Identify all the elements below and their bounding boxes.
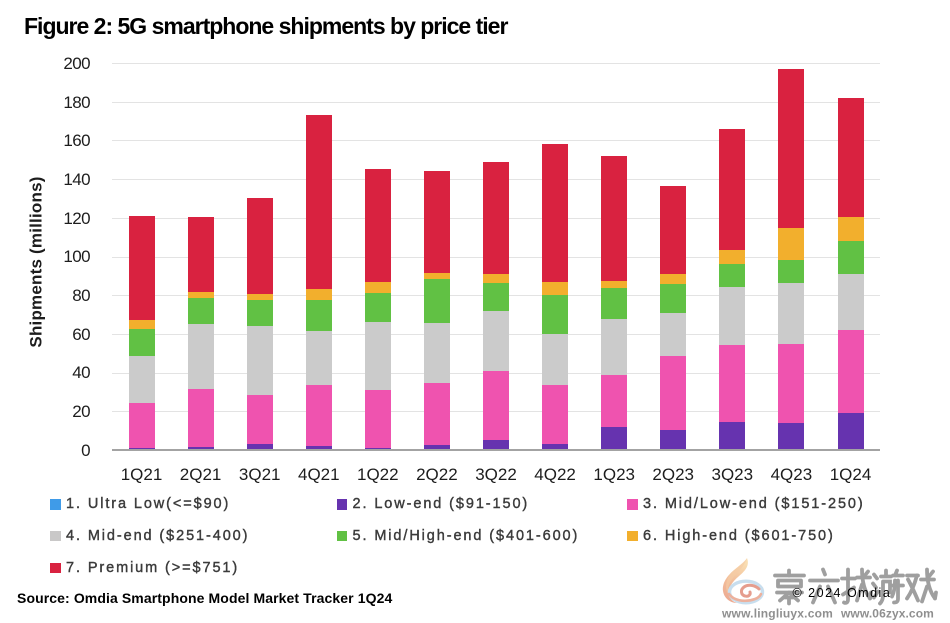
svg-text:www.06zyx.com: www.06zyx.com [840,607,934,621]
svg-text:www.lingliuyx.com: www.lingliuyx.com [721,607,833,621]
